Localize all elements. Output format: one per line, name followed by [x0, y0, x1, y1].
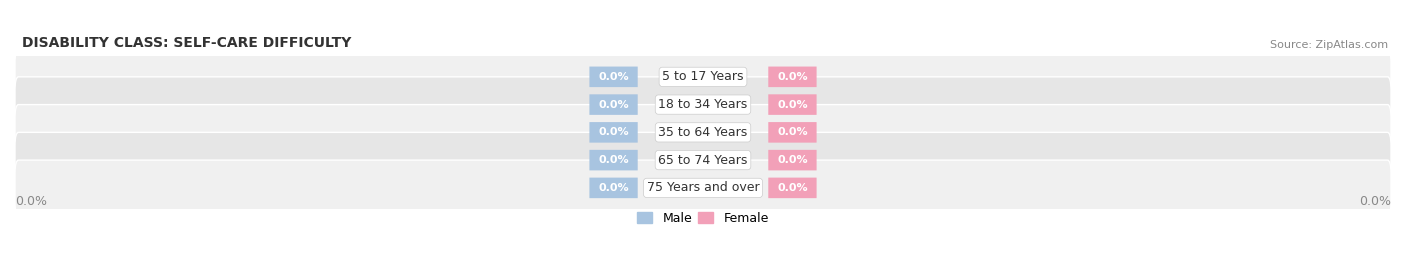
Text: Source: ZipAtlas.com: Source: ZipAtlas.com	[1270, 40, 1388, 50]
Text: 0.0%: 0.0%	[598, 155, 628, 165]
Text: 75 Years and over: 75 Years and over	[647, 181, 759, 194]
FancyBboxPatch shape	[589, 150, 638, 170]
Text: 0.0%: 0.0%	[598, 127, 628, 137]
FancyBboxPatch shape	[15, 77, 1391, 132]
FancyBboxPatch shape	[589, 94, 638, 115]
FancyBboxPatch shape	[15, 132, 1391, 188]
Text: 5 to 17 Years: 5 to 17 Years	[662, 70, 744, 83]
FancyBboxPatch shape	[15, 105, 1391, 160]
FancyBboxPatch shape	[589, 178, 638, 198]
Text: 0.0%: 0.0%	[778, 72, 808, 82]
Text: 0.0%: 0.0%	[778, 183, 808, 193]
FancyBboxPatch shape	[589, 66, 638, 87]
FancyBboxPatch shape	[768, 178, 817, 198]
Text: 0.0%: 0.0%	[598, 183, 628, 193]
Text: 65 to 74 Years: 65 to 74 Years	[658, 154, 748, 167]
Text: 0.0%: 0.0%	[598, 100, 628, 110]
FancyBboxPatch shape	[768, 66, 817, 87]
FancyBboxPatch shape	[768, 150, 817, 170]
Legend: Male, Female: Male, Female	[633, 207, 773, 230]
FancyBboxPatch shape	[15, 49, 1391, 105]
Text: 0.0%: 0.0%	[1360, 195, 1391, 208]
Text: DISABILITY CLASS: SELF-CARE DIFFICULTY: DISABILITY CLASS: SELF-CARE DIFFICULTY	[22, 36, 351, 50]
Text: 18 to 34 Years: 18 to 34 Years	[658, 98, 748, 111]
Text: 0.0%: 0.0%	[778, 155, 808, 165]
Text: 0.0%: 0.0%	[15, 195, 46, 208]
FancyBboxPatch shape	[768, 94, 817, 115]
FancyBboxPatch shape	[15, 160, 1391, 216]
Text: 0.0%: 0.0%	[778, 100, 808, 110]
Text: 35 to 64 Years: 35 to 64 Years	[658, 126, 748, 139]
Text: 0.0%: 0.0%	[778, 127, 808, 137]
FancyBboxPatch shape	[768, 122, 817, 143]
Text: 0.0%: 0.0%	[598, 72, 628, 82]
FancyBboxPatch shape	[589, 122, 638, 143]
